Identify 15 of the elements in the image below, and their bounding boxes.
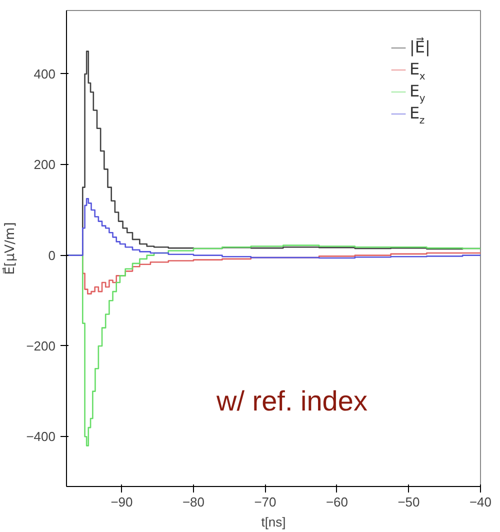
x-tick-label: −40: [469, 494, 492, 510]
y-tick-label: 200: [34, 157, 56, 172]
y-tick-label: −200: [26, 338, 56, 354]
y-tick-label: 0: [48, 248, 56, 263]
annotation: w/ ref. index: [216, 386, 368, 416]
x-tick-label: −80: [182, 494, 205, 510]
legend-label: |E⃗|: [410, 36, 430, 56]
y-tick-label: −400: [26, 429, 56, 444]
y-axis-title: E⃗[µV/m]: [2, 222, 18, 275]
x-tick-label: −50: [398, 494, 420, 510]
x-tick-label: −90: [110, 494, 133, 510]
y-tick-label: 400: [34, 66, 56, 82]
x-axis-title: t[ns]: [261, 514, 286, 530]
x-tick-label: −60: [326, 494, 348, 510]
x-tick-label: −70: [254, 494, 276, 510]
